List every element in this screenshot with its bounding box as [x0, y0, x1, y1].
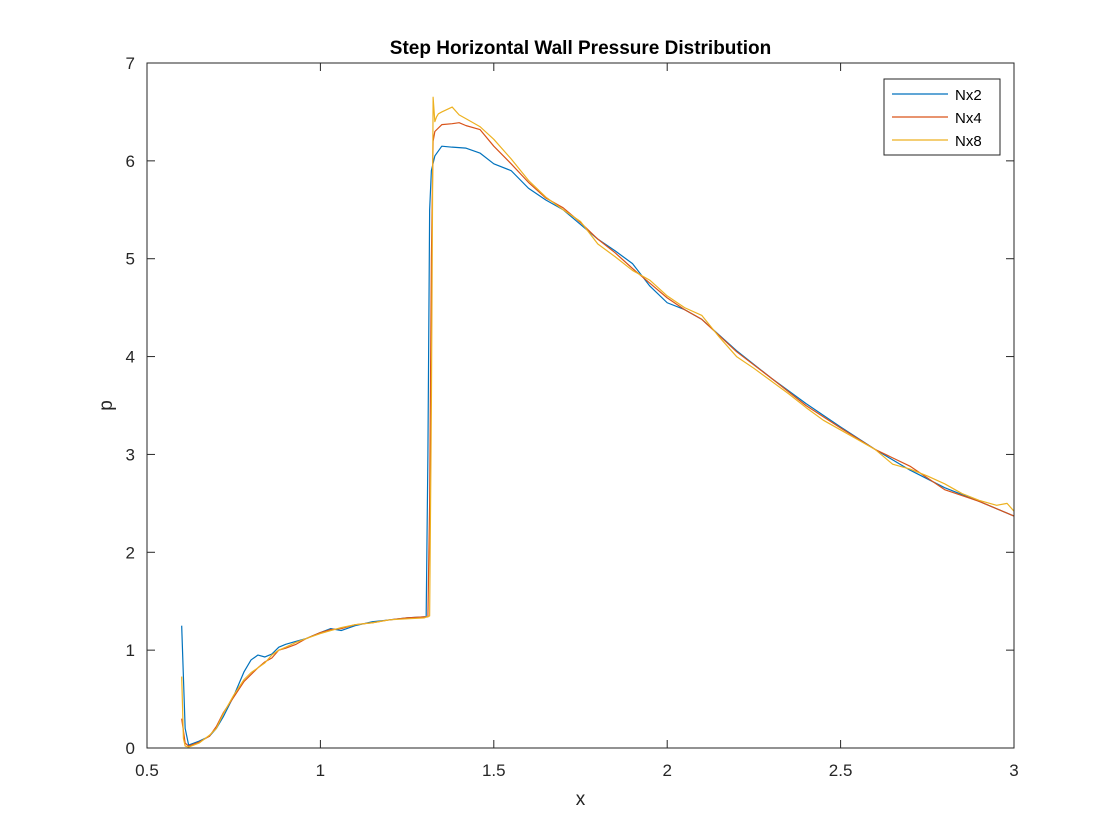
y-tick-label: 5	[126, 250, 135, 269]
x-tick-label: 1	[316, 761, 325, 780]
x-tick-label: 1.5	[482, 761, 506, 780]
y-tick-label: 0	[126, 739, 135, 758]
x-tick-label: 3	[1009, 761, 1018, 780]
y-tick-label: 3	[126, 445, 135, 464]
legend-label-nx2: Nx2	[955, 87, 982, 104]
series-layer	[181, 96, 1015, 748]
y-axis-label: p	[96, 400, 117, 411]
legend-label-nx8: Nx8	[955, 133, 982, 150]
plot-area	[147, 63, 1014, 748]
y-tick-label: 1	[126, 641, 135, 660]
chart-title: Step Horizontal Wall Pressure Distributi…	[390, 38, 771, 59]
x-tick-label: 2.5	[829, 761, 853, 780]
legend-label-nx4: Nx4	[955, 110, 982, 127]
y-tick-label: 4	[126, 348, 135, 367]
x-tick-label: 2	[662, 761, 671, 780]
x-tick-label: 0.5	[135, 761, 159, 780]
y-tick-label: 2	[126, 543, 135, 562]
y-tick-label: 6	[126, 152, 135, 171]
x-axis-label: x	[576, 789, 586, 810]
y-tick-label: 7	[126, 54, 135, 73]
axes-layer: 0.5 1 1.5 2 2.5 3 0 1 2 3 4 5 6 7	[126, 54, 1019, 780]
legend: Nx2 Nx4 Nx8	[883, 78, 1001, 156]
axes-box	[146, 62, 1015, 749]
series-line-nx8	[181, 96, 1015, 748]
